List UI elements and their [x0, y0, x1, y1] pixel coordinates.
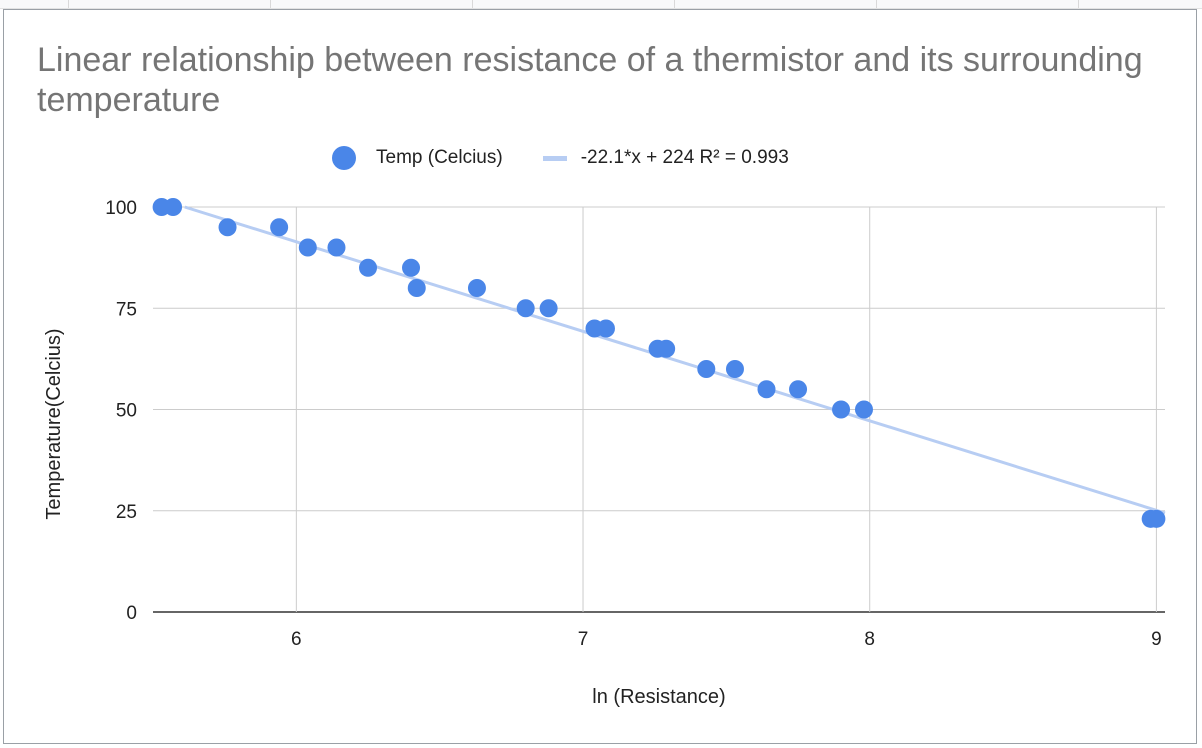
legend-item-trendline[interactable]: -22.1*x + 224 R² = 0.993 — [503, 147, 789, 169]
y-tick-label: 25 — [116, 502, 137, 523]
data-point[interactable] — [270, 218, 289, 237]
chart-title: Linear relationship between resistance o… — [37, 41, 1143, 119]
data-point[interactable] — [298, 238, 317, 257]
data-point[interactable] — [832, 400, 851, 419]
grid-lines — [153, 206, 1165, 613]
data-point[interactable] — [516, 299, 535, 318]
legend-marker-dot — [332, 146, 356, 170]
data-point[interactable] — [407, 279, 426, 297]
column-divider — [472, 0, 473, 8]
x-axis-title: ln (Resistance) — [592, 686, 725, 708]
x-tick-label: 7 — [578, 629, 589, 650]
y-tick-label: 75 — [116, 299, 137, 320]
spreadsheet-column-strip — [0, 0, 1202, 9]
data-point[interactable] — [218, 218, 237, 237]
x-tick-label: 6 — [291, 629, 302, 650]
data-point[interactable] — [725, 360, 744, 378]
data-point[interactable] — [757, 380, 776, 399]
data-point[interactable] — [467, 279, 486, 297]
data-point[interactable] — [402, 258, 421, 277]
data-point[interactable] — [164, 198, 183, 216]
data-point[interactable] — [539, 299, 558, 318]
legend-series-label: Temp (Celcius) — [376, 147, 503, 168]
data-point[interactable] — [327, 238, 346, 257]
column-divider — [1078, 0, 1079, 8]
data-points — [152, 198, 1166, 528]
y-tick-label: 50 — [116, 401, 137, 422]
data-point[interactable] — [596, 319, 615, 338]
column-divider — [68, 0, 69, 8]
column-divider — [876, 0, 877, 8]
data-point[interactable] — [359, 258, 378, 277]
column-divider — [270, 0, 271, 8]
y-tick-label: 100 — [105, 198, 137, 219]
chart-container[interactable] — [3, 9, 1197, 744]
data-point[interactable] — [854, 400, 873, 419]
column-divider — [674, 0, 675, 8]
x-tick-label: 9 — [1151, 629, 1162, 650]
legend-marker-line — [542, 155, 567, 161]
trendline — [184, 205, 1166, 515]
legend-item-series[interactable]: Temp (Celcius) — [332, 146, 503, 170]
x-tick-label: 8 — [864, 629, 875, 650]
trendline-layer — [184, 205, 1166, 515]
data-point[interactable] — [657, 339, 676, 358]
y-tick-label: 0 — [126, 603, 137, 624]
legend-trendline-label: -22.1*x + 224 R² = 0.993 — [580, 147, 789, 168]
chart-legend: Temp (Celcius) -22.1*x + 224 R² = 0.993 — [332, 144, 789, 172]
data-point[interactable] — [1147, 509, 1166, 528]
data-point[interactable] — [697, 360, 716, 378]
data-point[interactable] — [789, 380, 808, 399]
tick-labels: 0 25 50 75 100 6 7 8 9 — [105, 198, 1161, 650]
y-axis-title: Temperature(Celcius) — [43, 328, 65, 519]
